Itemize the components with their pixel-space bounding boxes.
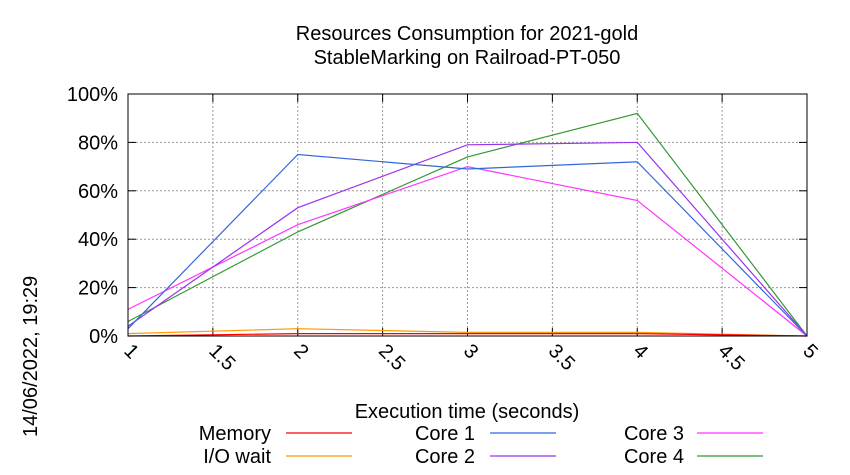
legend-item: Core 3 <box>624 423 763 445</box>
plot-lines <box>127 112 808 337</box>
series-line-i-o-wait <box>127 328 808 337</box>
y-tick-label: 60% <box>78 181 118 203</box>
timestamp: 14/06/2022, 19:29 <box>20 276 42 437</box>
legend-item: Core 4 <box>624 446 763 468</box>
legend-label: Core 1 <box>415 423 475 445</box>
legend-item: Core 1 <box>415 423 556 445</box>
grid <box>128 94 807 336</box>
x-tick-label: 2 <box>289 340 312 363</box>
x-tick-label: 4 <box>629 340 652 363</box>
legend-label: Memory <box>199 423 271 445</box>
x-tick-label: 1 <box>119 340 142 363</box>
x-axis-label: Execution time (seconds) <box>355 401 580 423</box>
y-tick-label: 100% <box>67 84 118 106</box>
y-tick-label: 40% <box>78 229 118 251</box>
legend-label: Core 4 <box>624 446 684 468</box>
series-line-core-1 <box>127 153 808 337</box>
x-tick-label: 1.5 <box>204 340 239 375</box>
legend-item: Memory <box>199 423 352 445</box>
legend-item: I/O wait <box>203 446 352 468</box>
y-tick-label: 80% <box>78 132 118 154</box>
legend-item: Core 2 <box>415 446 556 468</box>
series-line-core-3 <box>127 165 808 337</box>
y-tick-label: 20% <box>78 278 118 300</box>
x-tick-label: 2.5 <box>374 340 409 375</box>
x-tick-label: 4.5 <box>714 340 749 375</box>
plot-frame <box>127 93 808 337</box>
series-line-core-4 <box>127 112 808 337</box>
legend-label: Core 3 <box>624 423 684 445</box>
legend-label: I/O wait <box>203 446 271 468</box>
x-tick-label: 3 <box>459 340 482 363</box>
series-line-memory <box>127 333 808 337</box>
x-tick-label: 5 <box>798 340 821 363</box>
x-tick-label: 3.5 <box>544 340 579 375</box>
legend-label: Core 2 <box>415 446 475 468</box>
chart-subtitle: StableMarking on Railroad-PT-050 <box>314 47 621 69</box>
series-line-core-2 <box>127 141 808 337</box>
chart-title: Resources Consumption for 2021-gold <box>296 23 638 45</box>
y-axis: 0% 20% 40% 60% 80% 100% <box>67 84 807 348</box>
y-tick-label: 0% <box>89 326 118 348</box>
